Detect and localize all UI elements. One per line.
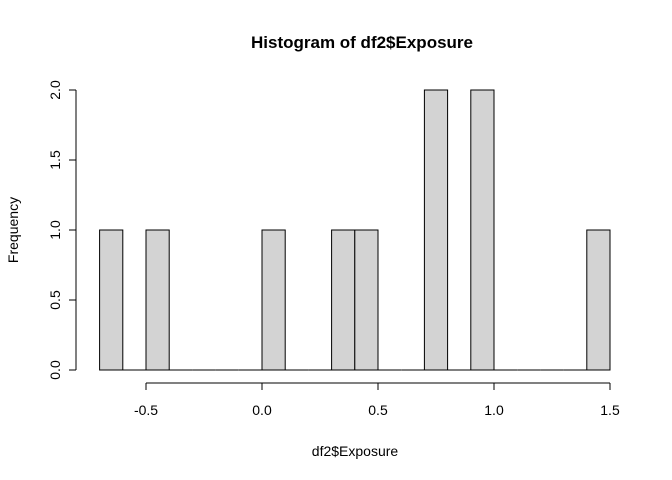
bars-group <box>99 89 611 371</box>
histogram-bar <box>470 89 495 371</box>
y-tick-label: 0.0 <box>47 360 63 380</box>
histogram-bar <box>261 229 286 371</box>
x-axis: -0.5 0.0 0.5 1.0 1.5 <box>134 382 620 418</box>
histogram-bar <box>331 229 356 371</box>
histogram-bar <box>145 229 170 371</box>
y-axis: 0.0 0.5 1.0 1.5 2.0 <box>47 80 77 380</box>
x-axis-label: df2$Exposure <box>312 443 399 459</box>
histogram-bar <box>423 89 449 371</box>
y-tick-label: 2.0 <box>47 80 63 100</box>
y-tick-label: 0.5 <box>47 290 63 310</box>
histogram-bar <box>586 229 611 371</box>
chart-title: Histogram of df2$Exposure <box>251 33 473 52</box>
x-tick-label: 1.0 <box>484 402 504 418</box>
x-tick-label: -0.5 <box>134 402 158 418</box>
x-tick-label: 1.5 <box>600 402 620 418</box>
y-axis-label: Frequency <box>5 197 21 263</box>
histogram-bar <box>354 229 379 371</box>
y-tick-label: 1.0 <box>47 220 63 240</box>
x-tick-label: 0.0 <box>252 402 272 418</box>
y-tick-label: 1.5 <box>47 150 63 170</box>
x-tick-label: 0.5 <box>368 402 388 418</box>
histogram-bar <box>99 229 124 371</box>
